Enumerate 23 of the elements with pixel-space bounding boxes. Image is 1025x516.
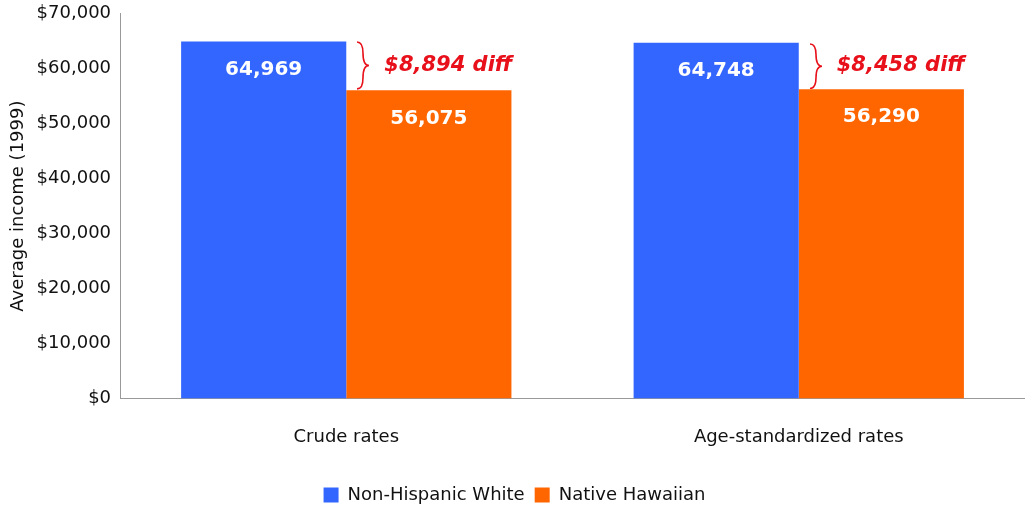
bar [346, 90, 512, 399]
y-tick-label: $60,000 [36, 56, 112, 78]
y-tick-label: $20,000 [36, 276, 112, 298]
y-tick-label: $40,000 [36, 166, 112, 188]
bar [633, 42, 799, 399]
y-tick-label: $0 [88, 386, 112, 408]
y-tick-label: $70,000 [36, 1, 112, 23]
data-label: 64,748 [677, 56, 755, 81]
y-tick-label: $10,000 [36, 331, 112, 353]
x-tick-label: Crude rates [293, 424, 400, 446]
bar [181, 41, 347, 399]
annotation: $8,894 diff [384, 52, 515, 77]
data-label: 56,290 [842, 103, 920, 128]
data-label: 56,075 [390, 104, 468, 129]
data-label: 64,969 [225, 55, 303, 80]
bar [798, 89, 964, 399]
y-tick-label: $30,000 [36, 221, 112, 243]
legend-label: Native Hawaiian [558, 482, 706, 504]
annotation: $8,458 diff [836, 52, 968, 77]
y-axis-title: Average income (1999) [6, 100, 28, 312]
y-tick-label: $50,000 [36, 111, 112, 133]
x-tick-label: Age-standardized rates [693, 424, 904, 446]
legend-label: Non-Hispanic White [347, 482, 525, 504]
